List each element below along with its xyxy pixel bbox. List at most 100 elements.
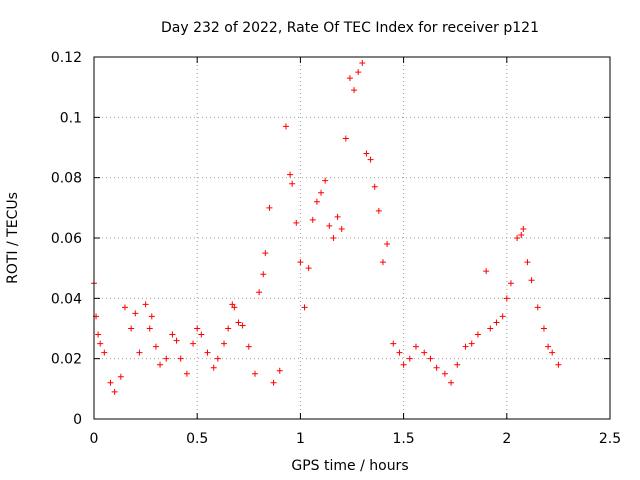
data-point bbox=[251, 370, 258, 377]
data-point bbox=[412, 343, 419, 350]
data-point bbox=[270, 379, 277, 386]
data-point bbox=[260, 271, 267, 278]
data-point bbox=[540, 325, 547, 332]
data-point bbox=[406, 355, 413, 362]
data-point bbox=[245, 343, 252, 350]
data-point bbox=[282, 123, 289, 130]
data-point bbox=[448, 379, 455, 386]
data-point bbox=[301, 304, 308, 311]
data-point bbox=[163, 355, 170, 362]
y-axis-label: ROTI / TECUs bbox=[5, 192, 21, 284]
grid-lines bbox=[94, 57, 610, 419]
data-point bbox=[101, 349, 108, 356]
data-point bbox=[121, 304, 128, 311]
data-point bbox=[221, 340, 228, 347]
data-point bbox=[524, 259, 531, 266]
data-point bbox=[128, 325, 135, 332]
data-point bbox=[421, 349, 428, 356]
data-point bbox=[214, 355, 221, 362]
data-point bbox=[194, 325, 201, 332]
data-point bbox=[454, 361, 461, 368]
data-point bbox=[231, 304, 238, 311]
data-point bbox=[359, 60, 366, 67]
data-point bbox=[326, 222, 333, 229]
data-point bbox=[338, 225, 345, 232]
data-point bbox=[276, 367, 283, 374]
data-point bbox=[396, 349, 403, 356]
data-point bbox=[507, 280, 514, 287]
data-point bbox=[157, 361, 164, 368]
data-point bbox=[256, 289, 263, 296]
data-point bbox=[379, 259, 386, 266]
data-point bbox=[334, 213, 341, 220]
y-tick-label: 0.04 bbox=[51, 291, 82, 307]
data-point bbox=[468, 340, 475, 347]
data-point bbox=[503, 295, 510, 302]
x-tick-label: 0 bbox=[90, 431, 99, 447]
data-point bbox=[355, 69, 362, 76]
data-point bbox=[384, 241, 391, 248]
data-point bbox=[117, 373, 124, 380]
data-point bbox=[229, 301, 236, 308]
axis-ticks: 0 0.5 1 1.5 2 2.5 0 0.02 0.04 0.06 0.08 0.1 0.12 bbox=[51, 50, 621, 447]
data-point bbox=[318, 189, 325, 196]
data-point bbox=[148, 313, 155, 320]
x-tick-label: 1.5 bbox=[392, 431, 414, 447]
data-point bbox=[97, 340, 104, 347]
data-point bbox=[545, 343, 552, 350]
data-point bbox=[390, 340, 397, 347]
data-point bbox=[322, 177, 329, 184]
data-point bbox=[173, 337, 180, 344]
data-point bbox=[204, 349, 211, 356]
data-point bbox=[371, 183, 378, 190]
data-point bbox=[346, 75, 353, 82]
data-point bbox=[177, 355, 184, 362]
data-point bbox=[528, 277, 535, 284]
data-point bbox=[493, 319, 500, 326]
data-point bbox=[225, 325, 232, 332]
y-tick-label: 0.02 bbox=[51, 352, 82, 368]
x-tick-label: 2.5 bbox=[599, 431, 621, 447]
data-point bbox=[441, 370, 448, 377]
data-point bbox=[313, 198, 320, 205]
data-point bbox=[190, 340, 197, 347]
data-point bbox=[183, 370, 190, 377]
data-point bbox=[342, 135, 349, 142]
data-point bbox=[367, 156, 374, 163]
data-point bbox=[289, 180, 296, 187]
data-point bbox=[293, 219, 300, 226]
data-point bbox=[297, 259, 304, 266]
x-tick-label: 2 bbox=[502, 431, 511, 447]
data-point bbox=[514, 235, 521, 241]
data-point bbox=[351, 87, 358, 94]
data-point bbox=[152, 343, 159, 350]
data-point bbox=[266, 204, 273, 211]
data-point bbox=[305, 265, 312, 272]
data-point bbox=[549, 349, 556, 356]
data-point bbox=[555, 361, 562, 368]
data-point bbox=[235, 319, 242, 326]
data-point bbox=[499, 313, 506, 320]
y-tick-label: 0.1 bbox=[60, 110, 82, 126]
data-point bbox=[132, 310, 139, 317]
data-point bbox=[107, 379, 114, 386]
y-tick-label: 0.06 bbox=[51, 231, 82, 247]
data-point bbox=[400, 361, 407, 368]
data-point bbox=[483, 268, 490, 275]
x-tick-label: 1 bbox=[296, 431, 305, 447]
data-point bbox=[518, 231, 525, 238]
data-points bbox=[91, 60, 562, 395]
data-point bbox=[146, 325, 153, 332]
data-point bbox=[474, 331, 481, 338]
data-point bbox=[262, 250, 269, 257]
data-point bbox=[287, 171, 294, 178]
data-point bbox=[95, 331, 102, 338]
data-point bbox=[111, 388, 118, 395]
y-tick-label: 0 bbox=[73, 412, 82, 428]
plot-frame bbox=[93, 56, 611, 420]
y-tick-label: 0.08 bbox=[51, 171, 82, 187]
y-tick-label: 0.12 bbox=[51, 50, 82, 66]
data-point bbox=[487, 325, 494, 332]
data-point bbox=[433, 364, 440, 371]
